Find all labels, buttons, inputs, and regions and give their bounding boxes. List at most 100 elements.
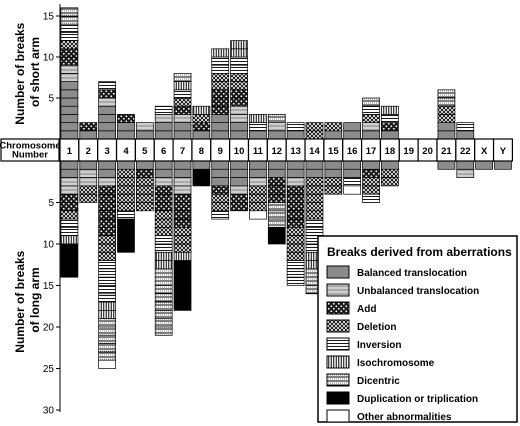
short-arm-segment-chr16-balanced [343, 130, 362, 140]
long-arm-segment-chr4-duplication [117, 227, 135, 237]
short-arm-segment-chr6-unbalanced [154, 114, 173, 123]
short-arm-segment-chr12-balanced [267, 130, 286, 140]
short-arm-segment-chr2-add [79, 122, 98, 132]
long-arm-segment-chr5-deletion [135, 185, 154, 195]
long-arm-segment-chr10-unbalanced [230, 185, 248, 195]
long-arm-segment-chr13-balanced [286, 160, 305, 170]
chromosome-header-line-1: Chromosome [0, 141, 61, 152]
legend-label-dicentric: Dicentric [357, 376, 400, 387]
long-arm-segment-chr7-duplication [173, 268, 192, 278]
short-arm-segment-chr9-inversion [211, 56, 230, 66]
long-arm-segment-chr14-deletion [305, 202, 324, 212]
long-arm-segment-chr12-add [267, 193, 286, 203]
short-arm-segment-chr1-balanced [60, 81, 79, 91]
short-arm-segment-chr1-balanced [60, 122, 79, 132]
long-arm-segment-chr11-other [249, 210, 267, 220]
long-arm-segment-chr1-inversion [60, 218, 79, 228]
short-arm-segment-chr13-inversion [286, 122, 305, 132]
short-arm-segment-chr14-deletion [305, 130, 324, 140]
short-arm-segment-chr9-balanced [211, 130, 230, 140]
short-arm-segment-chr3-balanced [98, 130, 116, 140]
long-arm-segment-chr14-deletion [305, 193, 324, 203]
long-arm-segment-chr10-add [230, 193, 248, 203]
short-arm-segment-chr9-balanced [211, 114, 230, 123]
long-arm-tick-25: 25 [43, 364, 55, 375]
long-arm-segment-chr3-deletion [98, 251, 116, 261]
long-arm-segment-chr3-add [98, 227, 116, 237]
chromosome-label-16: 16 [347, 146, 358, 157]
long-arm-segment-chr5-deletion [135, 202, 154, 212]
chromosome-label-3: 3 [104, 146, 109, 157]
long-arm-segment-chr3-balanced [98, 168, 116, 178]
long-arm-segment-chr1-isochromosome [60, 235, 79, 245]
long-arm-segment-chr4-balanced [117, 160, 135, 170]
long-arm-segment-chr1-add [60, 193, 79, 203]
short-arm-segment-chr12-unbalanced [267, 122, 286, 132]
long-arm-segment-chrX-balanced [475, 160, 493, 170]
short-arm-bars [60, 7, 475, 140]
long-arm-segment-chr17-deletion [362, 185, 380, 195]
long-arm-segment-chr6-dicentric [154, 318, 173, 328]
long-arm-segment-chr6-dicentric [154, 276, 173, 286]
legend-label-isochromosome: Isochromosome [357, 358, 435, 369]
long-arm-segment-chr12-dicentric [267, 218, 286, 228]
legend-label-duplication: Duplication or triplication [357, 394, 478, 405]
long-arm-segment-chr6-deletion [154, 227, 173, 237]
legend-label-deletion: Deletion [357, 322, 396, 333]
short-arm-segment-chr21-balanced [437, 122, 456, 132]
legend-swatch-deletion [326, 319, 350, 333]
long-arm-segment-chr13-deletion [286, 227, 305, 237]
long-arm-segment-chr3-dicentric [98, 343, 116, 353]
short-arm-segment-chr9-balanced [211, 122, 230, 132]
long-arm-segment-chr4-deletion [117, 177, 135, 187]
short-arm-segment-chr10-inversion [230, 56, 248, 66]
long-arm-segment-chr2-deletion [79, 185, 98, 195]
short-arm-segment-chr9-deletion [211, 73, 230, 82]
long-arm-segment-chr8-duplication [192, 168, 211, 178]
short-arm-segment-chr9-inversion [211, 64, 230, 74]
short-arm-segment-chr7-balanced [173, 130, 192, 140]
short-arm-segment-chr9-add [211, 97, 230, 107]
long-arm-tick-20: 20 [43, 323, 55, 334]
chromosome-label-19: 19 [403, 146, 414, 157]
long-arm-segment-chr6-add [154, 185, 173, 195]
long-arm-segment-chr1-balanced [60, 168, 79, 178]
short-arm-segment-chr17-dicentric [362, 97, 380, 107]
long-arm-segment-chr11-balanced [249, 160, 267, 170]
long-arm-segment-chr12-add [267, 177, 286, 187]
chromosome-label-14: 14 [309, 146, 320, 157]
short-arm-segment-chr11-inversion [249, 122, 267, 132]
short-arm-segment-chr11-balanced [249, 130, 267, 140]
long-arm-segment-chr13-inversion [286, 260, 305, 270]
long-arm-segment-chr6-isochromosome [154, 251, 173, 261]
short-arm-segment-chr22-balanced [456, 130, 475, 140]
long-arm-segment-chr8-duplication [192, 177, 211, 187]
chromosome-cell-Y [492, 138, 513, 162]
short-arm-segment-chr1-deletion [60, 40, 79, 50]
short-arm-segment-chr14-deletion [305, 122, 324, 132]
long-arm-segment-chr3-dicentric [98, 318, 116, 328]
long-arm-segment-chr10-add [230, 202, 248, 212]
long-arm-segment-chr11-balanced [249, 168, 267, 178]
long-arm-segment-chr1-unbalanced [60, 177, 79, 187]
long-arm-segment-chr12-add [267, 185, 286, 195]
long-arm-segment-chr11-unbalanced [249, 177, 267, 187]
long-arm-segment-chr13-deletion [286, 235, 305, 245]
short-arm-segment-chr1-unbalanced [60, 73, 79, 82]
long-arm-segment-chr4-deletion [117, 185, 135, 195]
chromosome-number-row: Chromosome Number 1 2 3 4 5 6 7 8 9 10 11 12 13 14 15 1… [0, 138, 513, 162]
long-arm-segment-chr9-inversion [211, 210, 230, 220]
long-arm-segment-chr3-dicentric [98, 351, 116, 361]
long-arm-segment-chr7-isochromosome [173, 251, 192, 261]
long-arm-segment-chr16-balanced [343, 168, 362, 178]
short-arm-segment-chr15-balanced [324, 130, 343, 140]
long-arm-segment-chr2-balanced [79, 160, 98, 170]
long-arm-segment-chr18-deletion [381, 177, 399, 187]
legend-swatch-isochromosome [326, 355, 350, 369]
long-arm-segment-chr7-balanced [173, 168, 192, 178]
legend-swatch-inversion [326, 337, 350, 351]
short-arm-segment-chr21-deletion [437, 105, 456, 115]
long-arm-segment-chr12-balanced [267, 168, 286, 178]
long-arm-segment-chr6-inversion [154, 243, 173, 253]
short-arm-segment-chr1-add [60, 48, 79, 58]
